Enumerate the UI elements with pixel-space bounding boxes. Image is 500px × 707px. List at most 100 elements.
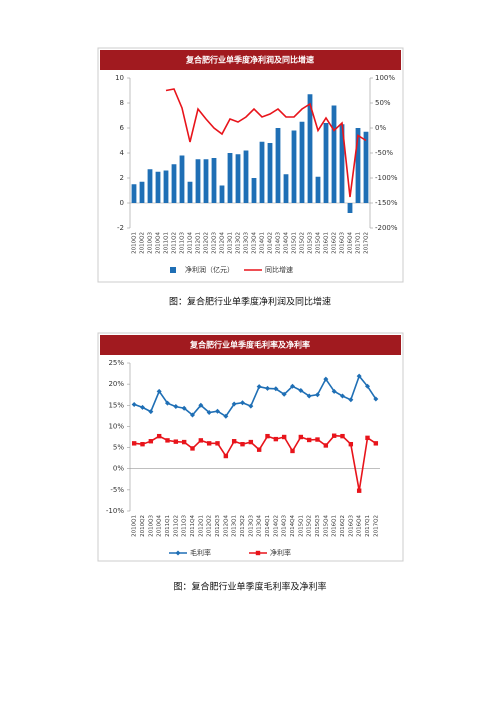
y-tick-label: 8 xyxy=(120,99,124,107)
bar xyxy=(259,141,265,203)
x-tick-label: 2011Q3 xyxy=(182,515,188,537)
x-tick-label: 2017Q2 xyxy=(364,232,370,254)
marker xyxy=(173,404,179,410)
marker xyxy=(248,439,254,445)
y-tick-label: 10 xyxy=(115,74,124,82)
marker xyxy=(165,438,170,443)
chart-title: 复合肥行业单季度净利润及同比增速 xyxy=(185,55,314,65)
x-tick-label: 2011Q2 xyxy=(172,232,178,254)
x-tick-label: 2016Q1 xyxy=(332,515,338,537)
x-tick-label: 2012Q1 xyxy=(196,232,202,254)
marker xyxy=(373,396,379,402)
marker xyxy=(231,401,237,407)
marker xyxy=(281,434,287,440)
marker xyxy=(365,435,370,441)
marker xyxy=(306,393,312,399)
marker xyxy=(248,403,254,409)
y-tick-label: 0 xyxy=(120,199,124,207)
marker xyxy=(131,401,137,407)
marker xyxy=(181,405,187,411)
x-tick-label: 2011Q2 xyxy=(173,515,179,537)
bar xyxy=(299,121,305,203)
x-tick-label: 2013Q1 xyxy=(232,515,238,537)
x-tick-label: 2010Q4 xyxy=(157,515,163,537)
x-tick-label: 2016Q4 xyxy=(357,515,363,537)
chart-title: 复合肥行业单季度毛利率及净利率 xyxy=(189,340,310,350)
bar xyxy=(195,159,201,203)
marker xyxy=(148,439,154,444)
x-tick-label: 2012Q3 xyxy=(212,232,218,254)
bar xyxy=(187,181,193,203)
x-tick-label: 2015Q4 xyxy=(316,232,322,254)
legend-marker xyxy=(255,550,261,556)
marker xyxy=(231,439,237,444)
marker xyxy=(156,433,162,439)
marker xyxy=(206,441,212,446)
marker xyxy=(256,384,262,390)
x-tick-label: 2010Q1 xyxy=(132,515,138,537)
x-tick-label: 2012Q3 xyxy=(215,515,221,537)
x-tick-label: 2014Q1 xyxy=(260,232,266,254)
marker xyxy=(331,433,337,438)
y-tick-label: 6 xyxy=(120,124,125,132)
x-tick-label: 2012Q1 xyxy=(198,515,204,537)
legend-label: 毛利率 xyxy=(190,548,211,557)
marker xyxy=(148,409,154,415)
marker xyxy=(181,439,187,445)
marker xyxy=(140,441,145,447)
x-tick-label: 2013Q2 xyxy=(240,515,246,537)
marker xyxy=(240,400,245,406)
x-tick-label: 2013Q3 xyxy=(244,232,250,254)
x-tick-label: 2011Q4 xyxy=(190,515,196,537)
bar xyxy=(131,184,137,203)
x-tick-label: 2015Q1 xyxy=(298,515,304,537)
marker xyxy=(290,383,295,389)
y2-tick-label: -200% xyxy=(375,224,398,232)
y-tick-label: 10% xyxy=(108,422,124,430)
legend-swatch xyxy=(170,267,176,273)
marker xyxy=(373,441,379,446)
bar xyxy=(243,150,249,203)
y2-tick-label: 100% xyxy=(375,74,395,82)
x-tick-label: 2017Q1 xyxy=(356,232,362,254)
x-tick-label: 2017Q2 xyxy=(373,515,379,537)
bar xyxy=(355,128,361,203)
x-tick-label: 2015Q3 xyxy=(315,515,321,537)
bar xyxy=(251,178,257,203)
x-tick-label: 2010Q1 xyxy=(132,232,138,254)
marker xyxy=(198,402,204,408)
x-tick-label: 2013Q2 xyxy=(236,232,242,254)
y-tick-label: 0% xyxy=(113,465,124,473)
bar xyxy=(307,94,313,203)
x-tick-label: 2013Q1 xyxy=(228,232,234,254)
marker xyxy=(323,376,329,382)
marker xyxy=(323,443,329,448)
x-tick-label: 2013Q3 xyxy=(248,515,254,537)
legend-label: 净利润（亿元） xyxy=(185,265,234,274)
bar xyxy=(163,170,169,203)
x-tick-label: 2016Q3 xyxy=(340,232,346,254)
y-tick-label: 25% xyxy=(108,359,124,367)
bar xyxy=(363,131,369,203)
x-tick-label: 2014Q3 xyxy=(276,232,282,254)
marker xyxy=(348,397,354,403)
x-tick-label: 2015Q2 xyxy=(300,232,306,254)
marker xyxy=(173,439,179,444)
marker xyxy=(190,446,195,451)
bar xyxy=(147,169,153,203)
bar xyxy=(219,185,225,203)
caption: 图：复合肥行业单季度毛利率及净利率 xyxy=(173,581,326,593)
marker xyxy=(215,441,220,446)
chart-frame xyxy=(97,47,404,283)
marker xyxy=(256,447,262,452)
x-tick-label: 2015Q3 xyxy=(308,232,314,254)
bar xyxy=(315,176,321,203)
y-tick-label: -2 xyxy=(117,224,124,232)
marker xyxy=(340,433,345,439)
marker xyxy=(198,438,204,443)
marker xyxy=(315,437,320,442)
bar xyxy=(179,155,185,203)
x-tick-label: 2012Q4 xyxy=(220,232,226,254)
x-tick-label: 2011Q1 xyxy=(165,515,171,537)
x-tick-label: 2013Q4 xyxy=(252,232,258,254)
